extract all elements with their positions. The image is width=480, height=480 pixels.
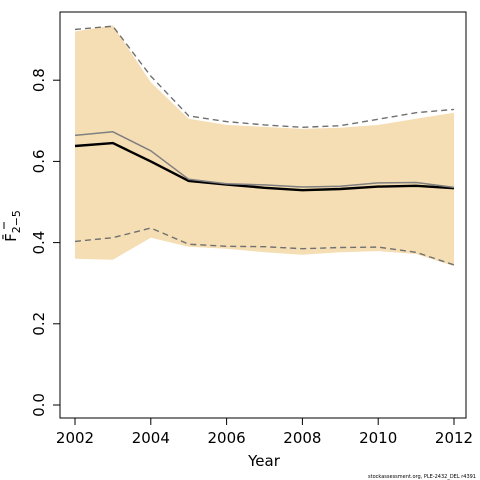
axes: 2002 2004 2006 2008 2010 2012 0.0 0.2 0.4 0.6 0.8: [3, 11, 473, 447]
y-tick-label-0.6: 0.6: [30, 149, 48, 173]
y-axis-title-main: F̄: [1, 233, 20, 242]
x-tick-label-2002: 2002: [56, 429, 94, 447]
footer-caption: stockassessment.org, PLE-2432_DEL r4391: [368, 474, 476, 480]
y-tick-label-group-0.6: 0.6: [30, 149, 48, 173]
x-tick-label-2004: 2004: [132, 429, 170, 447]
series-line-2: [74, 25, 455, 129]
y-tick-label-group-0.0: 0.0: [30, 393, 48, 417]
x-tick-label-2008: 2008: [283, 429, 321, 447]
x-tick-label-2012: 2012: [435, 429, 473, 447]
y-tick-label-0.0: 0.0: [30, 393, 48, 417]
plot-frame: [59, 11, 467, 419]
series-line-1: [74, 131, 455, 189]
y-tick-label-0.4: 0.4: [30, 231, 48, 255]
x-tick-label-2006: 2006: [208, 429, 246, 447]
y-tick-label-group-0.8: 0.8: [30, 68, 48, 92]
y-tick-label-group-0.4: 0.4: [30, 231, 48, 255]
y-tick-label-0.8: 0.8: [30, 68, 48, 92]
plot-area: [74, 25, 455, 267]
svg-text:F̄2−5: F̄2−5: [1, 210, 23, 242]
x-axis-title: Year: [247, 452, 281, 470]
y-tick-label-group-0.2: 0.2: [30, 312, 48, 336]
series-line-0: [74, 141, 455, 192]
y-tick-label-0.2: 0.2: [30, 312, 48, 336]
x-tick-label-2010: 2010: [359, 429, 397, 447]
confidence-band: [75, 25, 454, 267]
y-axis-title: F̄2−5: [1, 210, 23, 242]
series-line-3: [74, 227, 455, 266]
y-axis-title-sub: 2−5: [10, 210, 23, 233]
